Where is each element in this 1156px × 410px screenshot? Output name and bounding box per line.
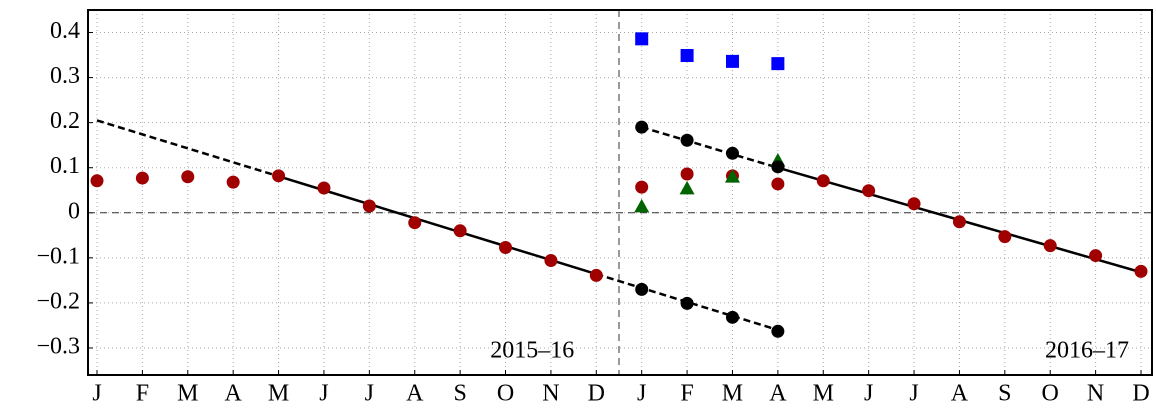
x-tick-label: J [909, 381, 918, 407]
point [635, 180, 649, 194]
point [907, 197, 921, 211]
point [544, 254, 558, 268]
point [317, 181, 331, 195]
trend-line [278, 175, 597, 276]
point [635, 282, 649, 296]
x-tick-label: J [92, 381, 101, 407]
point [499, 240, 513, 254]
x-tick-label: A [769, 381, 787, 407]
x-tick-label: S [453, 381, 466, 407]
x-tick-label: A [406, 381, 424, 407]
trend-line [641, 125, 779, 169]
point [635, 32, 649, 46]
point [181, 170, 195, 184]
point [680, 133, 694, 147]
point [135, 171, 149, 185]
y-tick-label: −0.2 [36, 288, 80, 314]
season-label: 2016–17 [1045, 338, 1129, 364]
point [635, 120, 649, 134]
point [453, 224, 467, 238]
x-tick-label: J [864, 381, 873, 407]
point [771, 160, 785, 174]
x-tick-label: D [1132, 381, 1149, 407]
trend-line [96, 119, 279, 178]
x-tick-label: N [1087, 381, 1104, 407]
point [1089, 249, 1103, 263]
x-tick-label: J [637, 381, 646, 407]
point [634, 198, 650, 213]
point [724, 169, 740, 183]
point [725, 146, 739, 160]
point [680, 49, 694, 63]
point [408, 216, 422, 230]
point [226, 175, 240, 189]
x-tick-label: A [951, 381, 969, 407]
point [862, 184, 876, 198]
point [272, 169, 286, 183]
point [1043, 239, 1057, 253]
y-tick-label: 0 [68, 198, 80, 224]
plot-frame [87, 9, 1153, 376]
x-tick-label: M [268, 381, 289, 407]
x-tick-label: S [998, 381, 1011, 407]
x-tick-label: A [225, 381, 243, 407]
point [771, 57, 785, 71]
point [680, 296, 694, 310]
point [90, 174, 104, 188]
x-tick-label: J [319, 381, 328, 407]
y-tick-label: −0.3 [36, 333, 80, 359]
point [679, 180, 695, 195]
y-tick-label: 0.1 [50, 153, 80, 179]
point [1134, 264, 1148, 278]
x-tick-label: M [813, 381, 834, 407]
point [816, 174, 830, 188]
x-tick-label: M [722, 381, 743, 407]
y-tick-label: 0.3 [50, 63, 80, 89]
y-tick-label: 0.4 [50, 18, 80, 44]
y-tick-label: 0.2 [50, 108, 80, 134]
y-tick-label: −0.1 [36, 243, 80, 269]
x-tick-label: O [1042, 381, 1059, 407]
x-tick-label: O [497, 381, 514, 407]
point [589, 268, 603, 282]
x-tick-label: F [136, 381, 149, 407]
x-tick-label: F [680, 381, 693, 407]
point [952, 215, 966, 229]
x-tick-label: D [588, 381, 605, 407]
point [680, 167, 694, 181]
x-tick-label: N [542, 381, 559, 407]
point [725, 310, 739, 324]
season-label: 2015–16 [490, 338, 574, 364]
point [771, 324, 785, 338]
x-tick-label: M [177, 381, 198, 407]
point [998, 230, 1012, 244]
point [771, 177, 785, 191]
x-tick-label: J [365, 381, 374, 407]
point [362, 199, 376, 213]
point [725, 54, 739, 68]
